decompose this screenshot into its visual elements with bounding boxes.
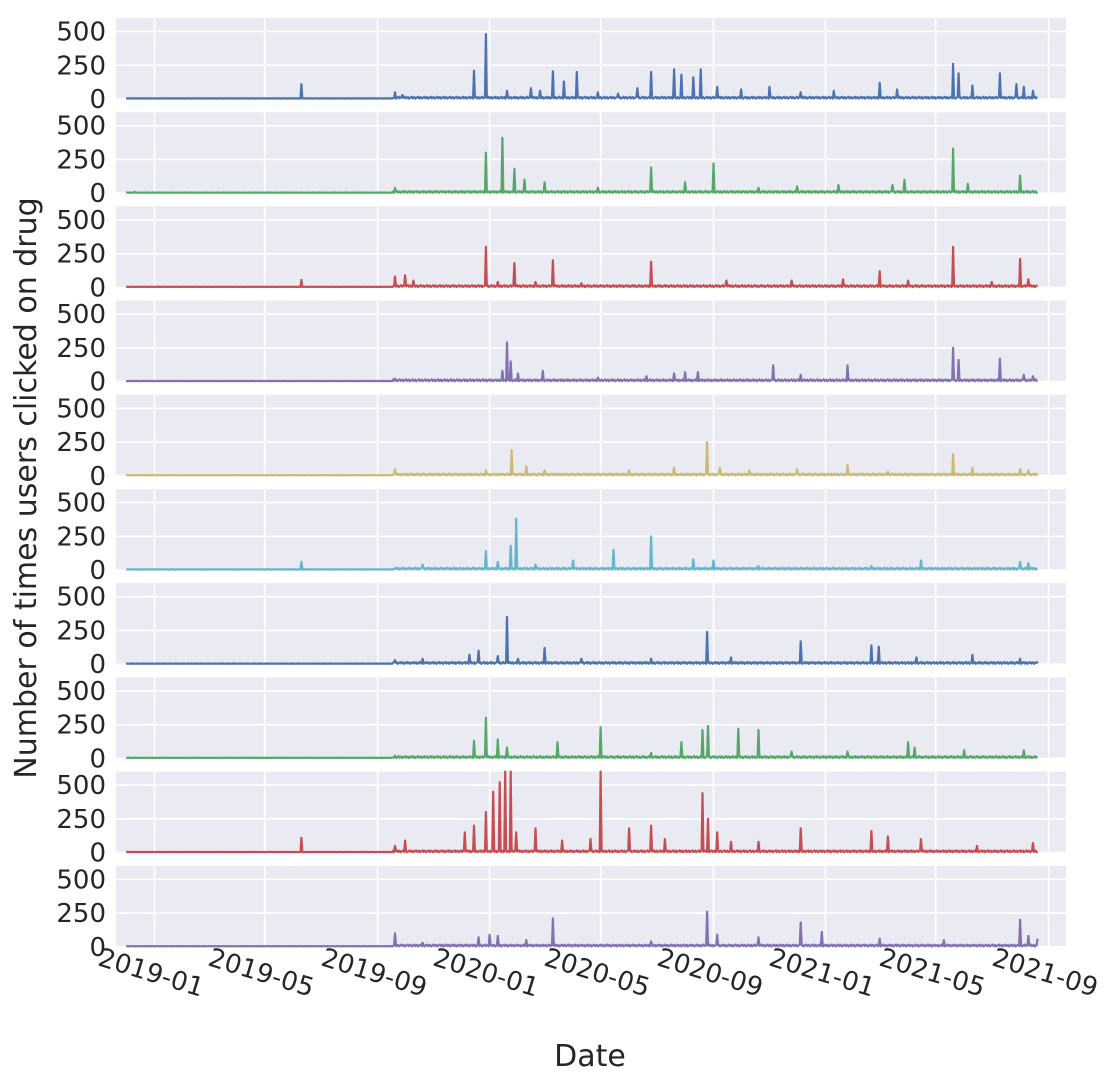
y-tick-label: 0 [89,650,106,680]
y-tick-label: 250 [56,428,106,458]
panel-5: 0 250 500 [56,394,1066,492]
x-tick-label: 2021-05 [876,943,989,1003]
x-axis-label: Date [554,1039,626,1074]
y-tick-label: 500 [56,394,106,424]
panel-background [116,677,1066,759]
y-tick-label: 500 [56,300,106,330]
y-tick-label: 250 [56,334,106,364]
y-tick-label: 500 [56,489,106,519]
y-tick-label: 0 [89,744,106,774]
y-tick-label: 0 [89,368,106,398]
y-tick-label: 500 [56,583,106,613]
y-tick-label: 0 [89,273,106,303]
panel-background [116,583,1066,665]
y-tick-label: 250 [56,51,106,81]
panel-background [116,112,1066,194]
x-tick-label: 2021-01 [766,943,879,1003]
y-tick-label: 250 [56,240,106,270]
series-line-panel-6 [125,517,1039,571]
y-tick-label: 500 [56,18,106,48]
series-line-panel-9 [125,770,1039,854]
y-tick-label: 0 [89,462,106,492]
y-tick-label: 0 [89,85,106,115]
y-tick-label: 0 [89,839,106,869]
panel-9: 0 250 500 [56,770,1066,869]
y-tick-label: 250 [56,522,106,552]
panel-background [116,394,1066,476]
y-axis-label: Number of times users clicked on drug [9,197,44,778]
y-tick-label: 250 [56,145,106,175]
x-tick-label: 2020-01 [430,943,543,1003]
series-line-panel-1 [125,33,1039,100]
y-tick-label: 250 [56,711,106,741]
y-tick-label: 250 [56,899,106,929]
x-tick-label: 2020-09 [654,943,767,1003]
y-tick-label: 250 [56,616,106,646]
panel-background [116,489,1066,570]
x-tick-label: 2021-09 [989,943,1102,1003]
panel-background [116,865,1066,947]
x-tick-label: 2019-01 [95,943,208,1003]
y-tick-label: 0 [89,179,106,209]
x-tick-label: 2020-05 [541,943,654,1003]
panel-10: 0 250 500 [56,865,1066,963]
panel-background [116,300,1066,382]
series-line-panel-3 [125,245,1039,289]
series-line-panel-2 [125,136,1039,194]
series-line-panel-8 [125,716,1039,760]
series-line-panel-10 [125,910,1039,948]
y-tick-label: 0 [89,933,106,963]
y-tick-label: 500 [56,112,106,142]
y-tick-label: 500 [56,206,106,236]
y-tick-label: 500 [56,865,106,895]
x-tick-label: 2019-09 [318,943,431,1003]
y-tick-label: 500 [56,771,106,801]
panels: 0250500025050002505000250500025050002505… [56,18,1066,963]
x-tick-label: 2019-05 [205,943,318,1003]
series-line-panel-4 [125,341,1039,383]
y-tick-label: 250 [56,805,106,835]
panel-background [116,18,1066,99]
y-tick-label: 0 [89,556,106,586]
series-line-panel-5 [125,441,1039,477]
y-tick-label: 500 [56,677,106,707]
series-line-panel-7 [125,615,1039,665]
panel-4: 0 250 500 [56,300,1066,398]
panel-background [116,206,1066,288]
